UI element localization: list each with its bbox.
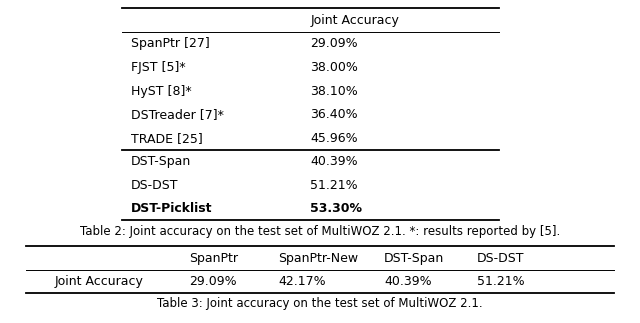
Text: Table 3: Joint accuracy on the test set of MultiWOZ 2.1.: Table 3: Joint accuracy on the test set …: [157, 297, 483, 310]
Text: FJST [5]*: FJST [5]*: [131, 61, 186, 74]
Text: DST-Picklist: DST-Picklist: [131, 203, 212, 215]
Text: SpanPtr-New: SpanPtr-New: [278, 252, 358, 265]
Text: 53.30%: 53.30%: [310, 203, 362, 215]
Text: TRADE [25]: TRADE [25]: [131, 132, 203, 145]
Text: Joint Accuracy: Joint Accuracy: [310, 14, 399, 27]
Text: 29.09%: 29.09%: [310, 37, 358, 50]
Text: 51.21%: 51.21%: [477, 276, 524, 288]
Text: SpanPtr [27]: SpanPtr [27]: [131, 37, 210, 50]
Text: SpanPtr: SpanPtr: [189, 252, 238, 265]
Text: DSTreader [7]*: DSTreader [7]*: [131, 108, 224, 121]
Text: 29.09%: 29.09%: [189, 276, 236, 288]
Text: DST-Span: DST-Span: [131, 155, 191, 168]
Text: 42.17%: 42.17%: [278, 276, 326, 288]
Text: 51.21%: 51.21%: [310, 179, 358, 192]
Text: 38.10%: 38.10%: [310, 85, 358, 98]
Text: 36.40%: 36.40%: [310, 108, 358, 121]
Text: 40.39%: 40.39%: [310, 155, 358, 168]
Text: HyST [8]*: HyST [8]*: [131, 85, 192, 98]
Text: 45.96%: 45.96%: [310, 132, 358, 145]
Text: 38.00%: 38.00%: [310, 61, 358, 74]
Text: DS-DST: DS-DST: [477, 252, 524, 265]
Text: Joint Accuracy: Joint Accuracy: [54, 276, 143, 288]
Text: Table 2: Joint accuracy on the test set of MultiWOZ 2.1. *: results reported by : Table 2: Joint accuracy on the test set …: [80, 225, 560, 238]
Text: DS-DST: DS-DST: [131, 179, 179, 192]
Text: 40.39%: 40.39%: [384, 276, 431, 288]
Text: DST-Span: DST-Span: [384, 252, 444, 265]
